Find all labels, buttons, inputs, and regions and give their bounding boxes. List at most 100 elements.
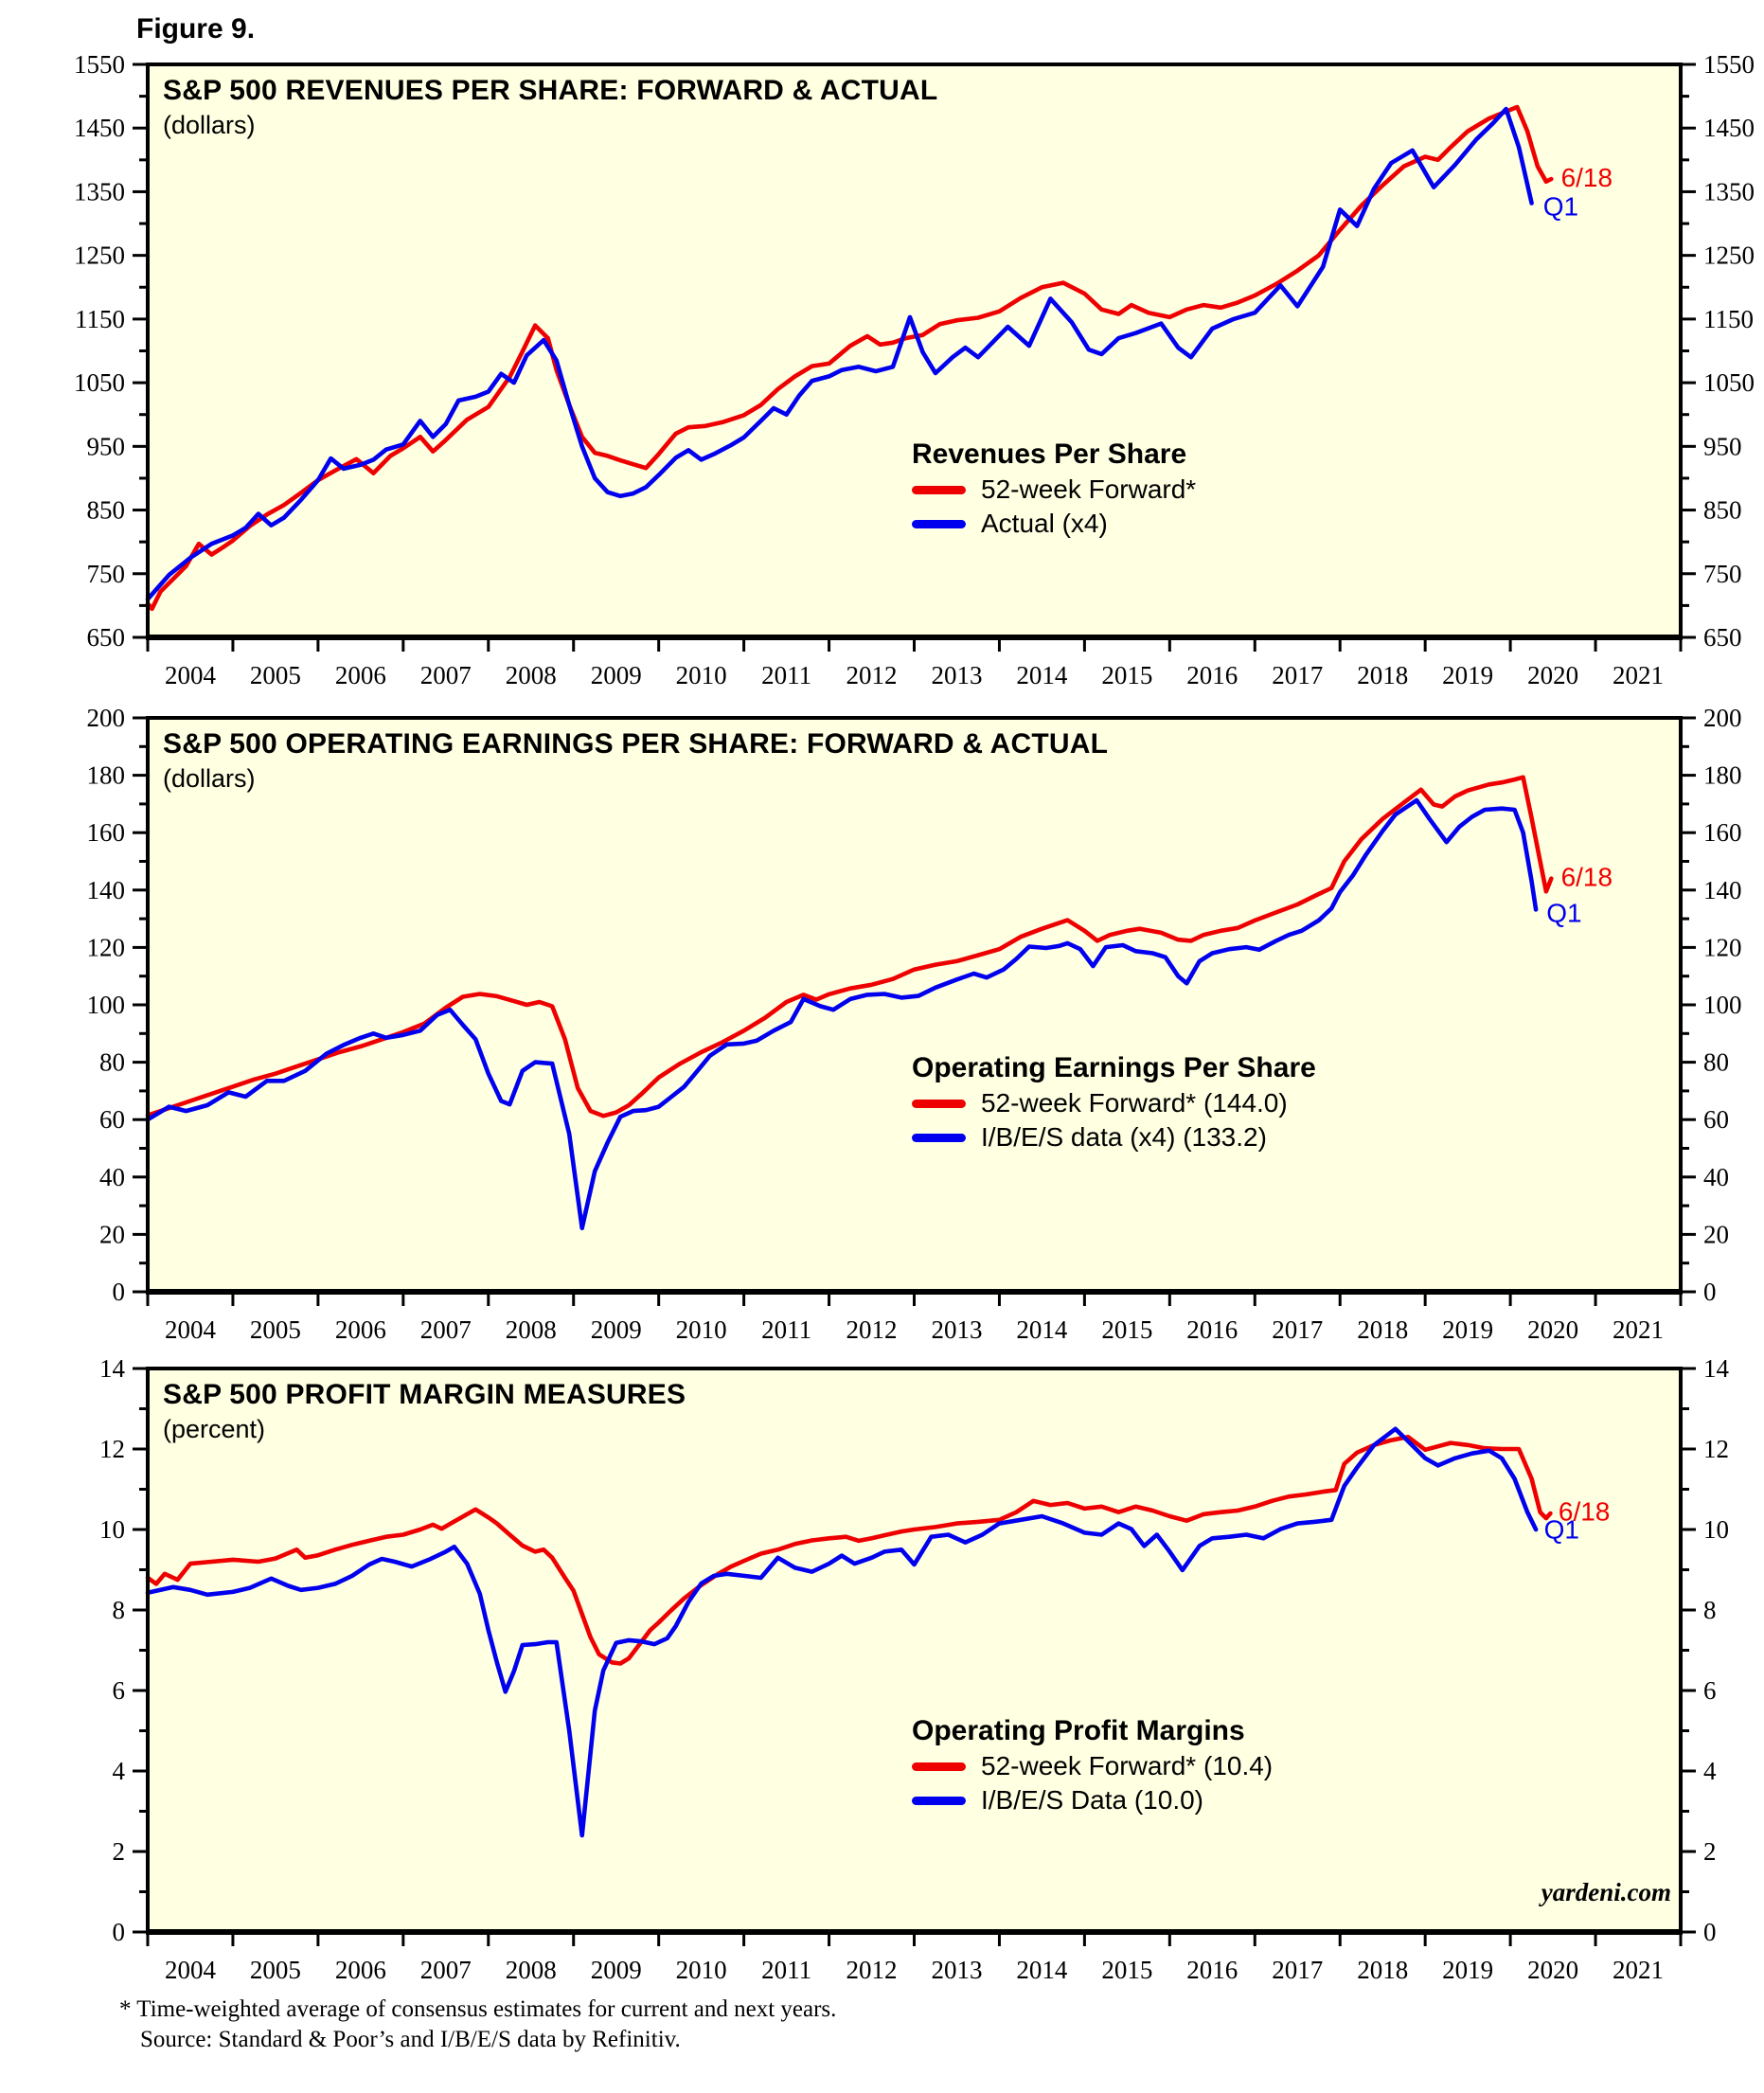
legend-heading: Operating Profit Margins: [912, 1715, 1245, 1746]
chart-revenues-title-block: S&P 500 REVENUES PER SHARE: FORWARD & AC…: [163, 74, 937, 142]
legend-item-label: 52-week Forward* (144.0): [981, 1088, 1288, 1118]
y-tick-label-left: 950: [87, 432, 126, 460]
y-tick-label-left: 180: [87, 761, 126, 790]
y-tick-label-left: 650: [87, 623, 126, 652]
figure-label: Figure 9.: [136, 13, 256, 45]
y-tick-label-right: 2: [1703, 1837, 1717, 1866]
end-label-618: 6/18: [1561, 863, 1613, 892]
y-tick-label-left: 60: [99, 1105, 125, 1134]
x-year-label: 2004: [165, 661, 217, 689]
chart-panel-0: 650 650 750 750 850 850 950 950 1050 1050 1150 1150…: [74, 50, 1755, 689]
footnote-line-1: * Time-weighted average of consensus est…: [119, 1996, 837, 2022]
y-tick-label-right: 950: [1703, 432, 1742, 460]
x-year-label: 2013: [931, 1956, 982, 1984]
x-year-label: 2017: [1272, 1315, 1323, 1344]
y-tick-label-right: 60: [1703, 1105, 1729, 1134]
y-tick-label-right: 40: [1703, 1163, 1729, 1191]
y-tick-label-right: 1550: [1703, 50, 1755, 79]
y-tick-label-right: 100: [1703, 991, 1742, 1019]
y-tick-label-left: 20: [99, 1220, 125, 1248]
x-year-label: 2012: [846, 1315, 898, 1344]
x-year-label: 2018: [1357, 1315, 1408, 1344]
y-tick-label-right: 6: [1703, 1676, 1717, 1705]
legend-item-label: 52-week Forward* (10.4): [981, 1751, 1274, 1780]
y-tick-label-right: 750: [1703, 560, 1742, 588]
x-year-label: 2016: [1186, 1315, 1238, 1344]
y-tick-label-right: 8: [1703, 1596, 1717, 1624]
x-axis-labels: 2004 2005 2006 2007 2008 2009 2010 2011 2012 2013…: [165, 661, 1664, 689]
x-year-label: 2019: [1442, 661, 1493, 689]
x-year-label: 2020: [1527, 1956, 1578, 1984]
x-year-label: 2018: [1357, 661, 1408, 689]
x-year-label: 2005: [250, 1956, 301, 1984]
y-tick-label-right: 80: [1703, 1048, 1729, 1077]
end-label-Q1: Q1: [1544, 1515, 1579, 1545]
y-tick-label-left: 100: [87, 991, 126, 1019]
x-year-label: 2006: [335, 1315, 386, 1344]
y-tick-label-right: 4: [1703, 1757, 1717, 1785]
x-year-label: 2004: [165, 1315, 217, 1344]
legend-item-label: Actual (x4): [981, 509, 1108, 538]
legend-heading: Revenues Per Share: [912, 438, 1187, 470]
y-tick-label-left: 1350: [74, 177, 125, 206]
plot-area: [148, 1368, 1681, 1932]
y-tick-label-left: 40: [99, 1163, 125, 1191]
y-tick-label-left: 200: [87, 704, 126, 732]
y-tick-label-left: 12: [99, 1435, 125, 1463]
series-actual-line: [145, 106, 1534, 602]
end-label-Q1: Q1: [1546, 899, 1581, 928]
x-year-label: 2013: [931, 1315, 982, 1344]
yardeni-watermark: yardeni.com: [1541, 1878, 1671, 1906]
x-year-label: 2010: [676, 1956, 727, 1984]
x-year-label: 2020: [1527, 1315, 1578, 1344]
y-tick-label-left: 0: [113, 1278, 126, 1306]
y-tick-label-left: 120: [87, 933, 126, 961]
x-year-label: 2011: [761, 1315, 811, 1344]
x-year-label: 2011: [761, 661, 811, 689]
series-actual-line: [145, 1426, 1539, 1838]
y-tick-label-left: 80: [99, 1048, 125, 1077]
x-year-label: 2012: [846, 1956, 898, 1984]
x-year-label: 2007: [420, 1956, 472, 1984]
y-tick-label-right: 180: [1703, 761, 1742, 790]
legend-item: Actual (x4): [912, 507, 1196, 541]
y-tick-label-left: 14: [99, 1354, 126, 1383]
y-tick-label-right: 120: [1703, 933, 1742, 961]
y-tick-label-right: 10: [1703, 1515, 1729, 1544]
y-tick-label-left: 4: [113, 1757, 126, 1785]
legend-item: I/B/E/S Data (10.0): [912, 1783, 1273, 1817]
x-year-label: 2014: [1016, 1956, 1068, 1984]
x-year-label: 2008: [506, 1315, 557, 1344]
y-tick-label-right: 1450: [1703, 114, 1755, 142]
x-year-label: 2018: [1357, 1956, 1408, 1984]
actual-line-swatch-icon: [912, 519, 966, 528]
footnote-block: * Time-weighted average of consensus est…: [119, 1995, 836, 2055]
actual-line-swatch-icon: [912, 1796, 966, 1805]
y-tick-label-left: 10: [99, 1515, 125, 1544]
actual-line-swatch-icon: [912, 1133, 966, 1142]
y-tick-label-left: 1450: [74, 114, 125, 142]
forward-line-swatch-icon: [912, 1762, 966, 1771]
x-year-label: 2011: [761, 1956, 811, 1984]
legend-item-label: 52-week Forward*: [981, 474, 1197, 504]
chart-revenues-legend: Revenues Per Share 52-week Forward* Actu…: [912, 437, 1196, 541]
y-tick-label-right: 1250: [1703, 242, 1755, 270]
legend-item-label: I/B/E/S Data (10.0): [981, 1785, 1203, 1815]
y-tick-label-right: 650: [1703, 623, 1742, 652]
forward-line-swatch-icon: [912, 1099, 966, 1108]
end-label-Q1: Q1: [1543, 191, 1578, 221]
chart-earnings-title: S&P 500 OPERATING EARNINGS PER SHARE: FO…: [163, 728, 1109, 760]
legend-item-label: I/B/E/S data (x4) (133.2): [981, 1122, 1267, 1152]
x-year-label: 2016: [1186, 661, 1238, 689]
x-year-label: 2009: [591, 661, 642, 689]
x-year-label: 2005: [250, 1315, 301, 1344]
x-year-label: 2015: [1101, 661, 1152, 689]
x-axis-labels: 2004 2005 2006 2007 2008 2009 2010 2011 2012 2013…: [165, 1315, 1664, 1344]
end-label-618: 6/18: [1561, 163, 1613, 192]
x-year-label: 2017: [1272, 661, 1323, 689]
end-label-618: 6/18: [1559, 1496, 1611, 1526]
x-year-label: 2008: [506, 661, 557, 689]
chart-margins-subtitle: (percent): [163, 1415, 266, 1443]
x-year-label: 2009: [591, 1315, 642, 1344]
